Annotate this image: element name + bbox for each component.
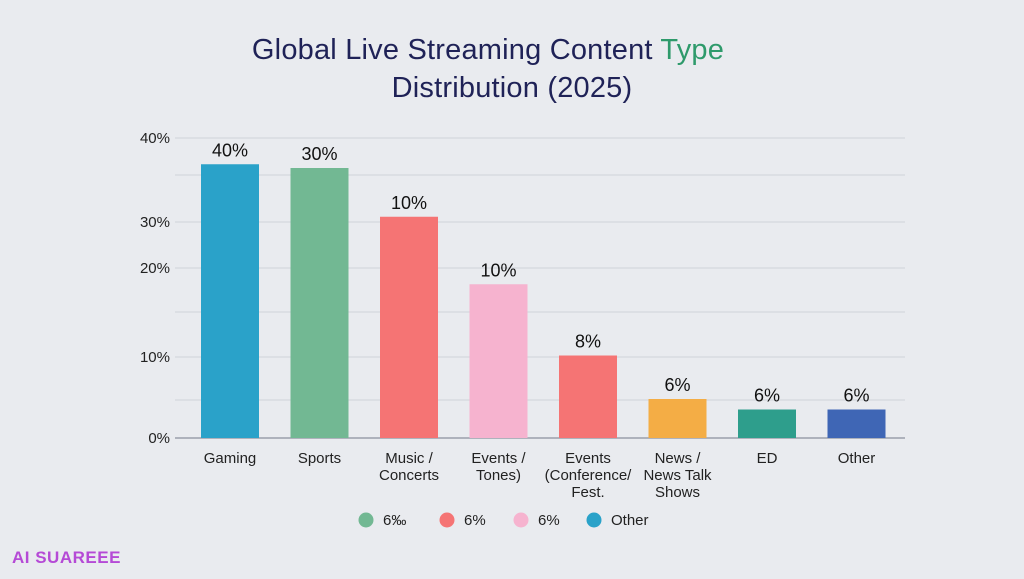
legend-marker <box>586 512 602 528</box>
bar <box>201 164 259 438</box>
legend-label: 6% <box>538 512 560 529</box>
legend-label: Other <box>611 512 649 529</box>
watermark-logo: AI SUAREEE <box>12 548 121 567</box>
legend-label: 6‰ <box>383 512 406 529</box>
bar <box>738 409 796 438</box>
x-category-label: ED <box>757 450 778 467</box>
x-category-label: Sports <box>298 450 341 467</box>
x-category-label: Fest. <box>571 484 604 501</box>
legend-label: 6% <box>464 512 486 529</box>
bar-value-label: 6% <box>754 386 780 406</box>
x-category-label: News Talk <box>643 467 712 484</box>
bar-value-label: 40% <box>212 140 248 160</box>
x-category-label: (Conference/ <box>545 467 633 484</box>
title-text: Global Live Streaming Content <box>251 34 661 66</box>
chart-title-line-2: Distribution (2025) <box>391 72 633 104</box>
bar <box>469 284 528 438</box>
bar-value-label: 6% <box>843 386 869 406</box>
bar <box>648 399 707 438</box>
bar-value-label: 10% <box>391 193 427 213</box>
y-tick-label: 30% <box>140 214 170 231</box>
bar-value-label: 30% <box>301 144 337 164</box>
x-category-label: Concerts <box>379 467 439 484</box>
x-category-label: Tones) <box>476 467 521 484</box>
x-category-label: Events / <box>471 450 526 467</box>
bar-value-label: 6% <box>664 375 690 395</box>
legend-marker <box>513 512 529 528</box>
y-tick-label: 10% <box>140 349 170 366</box>
bar <box>290 168 349 438</box>
x-category-label: Other <box>838 450 876 467</box>
x-category-label: Music / <box>385 450 433 467</box>
legend-marker <box>358 512 374 528</box>
chart-title-line-1: Global Live Streaming Content Type <box>0 34 988 67</box>
legend-marker <box>439 512 455 528</box>
x-category-label: Shows <box>655 484 700 501</box>
bar-value-label: 8% <box>575 332 601 352</box>
x-category-label: Events <box>565 450 611 467</box>
y-tick-label: 40% <box>140 130 170 147</box>
x-category-label: Gaming <box>204 450 257 467</box>
bar <box>827 409 886 438</box>
title-accent-text: Type <box>660 34 725 66</box>
y-tick-label: 0% <box>148 430 170 447</box>
x-category-label: News / <box>655 450 702 467</box>
bar-value-label: 10% <box>480 260 516 280</box>
bar <box>380 216 438 438</box>
bar <box>559 355 617 438</box>
y-tick-label: 20% <box>140 260 170 277</box>
